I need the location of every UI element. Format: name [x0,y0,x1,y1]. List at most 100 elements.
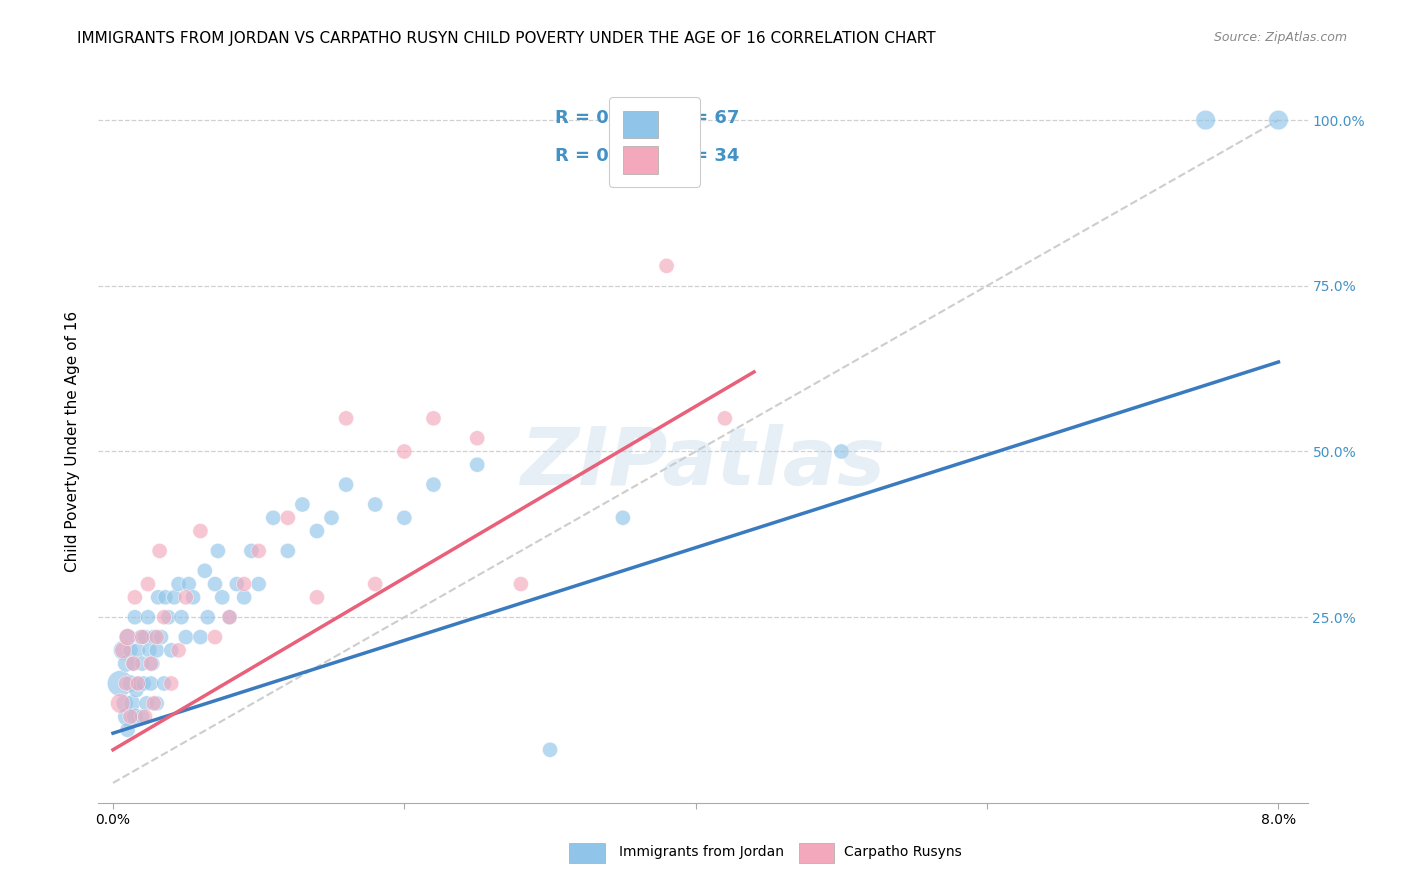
Point [218,610,240,624]
Point [509,577,531,591]
Point [211,591,233,605]
Point [321,510,343,524]
Text: R = 0.652   N = 34: R = 0.652 N = 34 [555,147,740,165]
Point [174,630,197,644]
Point [240,544,263,558]
Point [141,657,163,671]
Text: Source: ZipAtlas.com: Source: ZipAtlas.com [1213,31,1347,45]
Point [117,630,139,644]
Point [218,610,240,624]
Legend:   ,   : , [609,97,700,187]
Point [139,676,162,690]
Point [247,577,270,591]
Point [132,676,155,690]
Point [145,697,167,711]
Point [131,657,153,671]
Point [131,630,153,644]
Point [127,643,149,657]
Point [149,544,172,558]
Point [121,697,143,711]
Point [160,643,183,657]
Point [305,591,328,605]
Point [124,610,146,624]
Point [277,510,299,524]
Point [135,697,157,711]
Point [394,510,416,524]
Point [125,683,148,698]
Point [110,676,132,690]
Point [110,697,132,711]
Point [131,709,153,723]
Point [153,610,176,624]
Point [465,431,488,445]
Point [157,610,180,624]
Point [181,591,204,605]
Point [305,524,328,538]
Point [163,591,186,605]
Point [233,591,256,605]
Point [225,577,247,591]
Point [127,676,149,690]
Point [1194,113,1216,128]
Point [112,643,135,657]
Point [207,544,229,558]
Point [145,630,167,644]
Point [134,709,156,723]
Point [120,643,142,657]
Point [197,610,219,624]
Point [124,709,146,723]
Point [233,577,256,591]
Point [136,577,159,591]
Point [146,591,169,605]
Point [122,657,145,671]
Text: Carpatho Rusyns: Carpatho Rusyns [844,845,962,859]
Point [204,630,226,644]
Point [538,743,561,757]
Text: IMMIGRANTS FROM JORDAN VS CARPATHO RUSYN CHILD POVERTY UNDER THE AGE OF 16 CORRE: IMMIGRANTS FROM JORDAN VS CARPATHO RUSYN… [77,31,936,46]
Point [142,697,165,711]
Point [174,591,197,605]
Point [120,709,142,723]
Point [335,411,357,425]
Point [117,630,139,644]
Point [139,657,162,671]
Point [277,544,299,558]
Point [335,477,357,491]
Point [114,697,136,711]
Point [129,630,152,644]
Text: Immigrants from Jordan: Immigrants from Jordan [619,845,783,859]
Point [115,676,138,690]
Point [115,657,138,671]
Point [153,676,176,690]
Point [117,709,139,723]
Point [155,591,177,605]
Point [117,723,139,737]
Point [465,458,488,472]
Point [128,676,150,690]
Point [120,676,142,690]
Point [122,657,145,671]
Text: ZIPatlas: ZIPatlas [520,425,886,502]
Point [612,510,634,524]
Point [138,643,160,657]
Text: R = 0.644   N = 67: R = 0.644 N = 67 [555,109,740,127]
Point [142,630,165,644]
Point [394,444,416,458]
Point [364,577,387,591]
Point [364,498,387,512]
Point [291,498,314,512]
Point [134,630,156,644]
Point [422,477,444,491]
Point [204,577,226,591]
Point [194,564,217,578]
Point [150,630,173,644]
Point [262,510,284,524]
Point [190,630,212,644]
Point [145,643,167,657]
Point [160,676,183,690]
Point [1267,113,1289,128]
Point [177,577,200,591]
Point [190,524,212,538]
Point [136,610,159,624]
Point [714,411,737,425]
